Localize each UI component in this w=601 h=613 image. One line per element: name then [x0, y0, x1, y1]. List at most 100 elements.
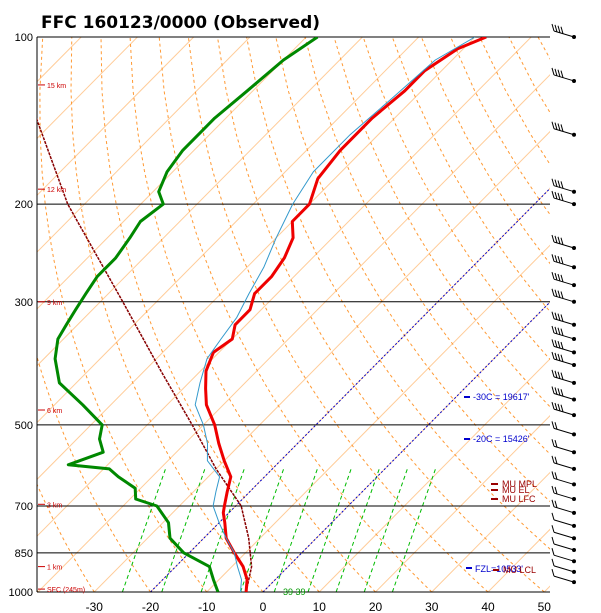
height-label: 6 km — [47, 408, 62, 415]
wind-barb-flag — [551, 401, 555, 410]
isotherm-line — [206, 244, 550, 592]
temperature-tick-label: 0 — [260, 600, 267, 613]
dry-adiabat — [420, 37, 550, 265]
height-label: 12 km — [47, 187, 66, 194]
minus30-label: -30C = 19617' — [473, 392, 530, 402]
wind-barb-staff — [553, 278, 575, 286]
wind-barb-staff — [553, 462, 575, 470]
temperature-tick-label: 30 — [425, 600, 439, 613]
isotherm-line — [37, 37, 532, 537]
wind-barb-flag — [554, 422, 558, 430]
dry-adiabat — [567, 37, 601, 592]
isotherm-line — [431, 471, 550, 592]
wind-barb-staff — [553, 393, 575, 401]
wind-barb-flag — [551, 234, 555, 243]
dry-adiabat — [391, 37, 550, 313]
wind-barb-flag — [554, 370, 558, 378]
wind-barb-flag — [551, 178, 555, 186]
wind-barb-flag — [554, 326, 558, 334]
temperature-tick-label: -30 — [86, 600, 104, 613]
mixing-ratio-line — [363, 468, 408, 592]
annotations: -30C = 19617' -20C = 15426' MU MPL MU EL… — [283, 392, 537, 597]
wind-barb-staff — [553, 260, 575, 268]
dry-adiabat — [217, 37, 545, 592]
wind-barb-staff — [553, 427, 575, 435]
wind-barb-flag — [557, 388, 561, 396]
wind-barb-flag — [551, 67, 555, 76]
pressure-tick-label: 500 — [15, 420, 33, 432]
pressure-tick-label: 1000 — [9, 587, 33, 599]
wind-barb-flag — [554, 235, 558, 244]
isotherm-line — [375, 415, 550, 592]
isotherm-line — [37, 37, 476, 481]
mu-lfc-label: MU LFC — [502, 494, 536, 504]
wind-barb-flag — [554, 122, 558, 130]
height-label: 3 km — [47, 502, 62, 509]
temperature-tick-label: 10 — [313, 600, 327, 613]
wind-barb-flag — [551, 190, 555, 199]
wind-barb-flag — [551, 512, 555, 520]
background-lines — [37, 37, 601, 592]
wind-barb-flag — [554, 387, 558, 395]
wind-barb-flag — [560, 70, 564, 78]
wind-barb-flag — [554, 312, 558, 320]
height-label: 1 km — [47, 565, 62, 572]
height-label: 15 km — [47, 83, 66, 90]
wind-barb-flag — [551, 455, 555, 464]
wind-barb-flag — [551, 499, 555, 507]
wind-barb-flag — [551, 369, 555, 378]
wind-barb-flag — [551, 311, 555, 319]
fzl-label: FZL=10533' — [475, 564, 523, 574]
dry-adiabat — [537, 37, 550, 60]
wind-barb-flag — [554, 472, 558, 480]
mixing-ratio-line — [273, 468, 318, 592]
axis-labels: 100 200 300 500 700 850 1000 -30 -20 -10 0 10 20 30 40… — [9, 32, 552, 613]
wind-barb-flag — [557, 192, 561, 201]
mu-mpl-label: MU MPL — [502, 479, 537, 489]
wind-barb-staff — [553, 295, 575, 303]
isotherm-line — [150, 187, 550, 592]
height-label: SFC (245m) — [47, 587, 85, 594]
wind-barb-flag — [560, 404, 564, 412]
wind-barb-flag — [551, 471, 555, 479]
wind-barb-flag — [551, 485, 555, 494]
isotherm-line — [37, 37, 251, 253]
pressure-tick-label: 100 — [15, 32, 33, 44]
pressure-gridlines — [36, 36, 550, 593]
wind-barb-flag — [560, 274, 564, 283]
freezing-isotherm — [262, 301, 550, 592]
wind-barb-flag — [557, 341, 561, 349]
wind-barb-staff — [553, 519, 575, 527]
mixing-ratio-line — [335, 468, 380, 592]
dry-adiabat — [39, 37, 208, 592]
wind-barb-staff — [553, 358, 575, 366]
wind-barb-flag — [560, 181, 564, 189]
wind-barb-flag — [560, 237, 564, 245]
chart-title: FFC 160123/0000 (Observed) — [41, 13, 320, 33]
wind-barb-flag — [554, 255, 558, 263]
isotherm-line — [37, 37, 307, 310]
wind-barb-flag — [554, 272, 558, 281]
isotherm-line — [37, 37, 363, 367]
wind-barb-staff — [553, 554, 575, 562]
wind-barb-staff — [553, 345, 575, 353]
wind-barb-staff — [553, 241, 575, 249]
wind-barb-staff — [553, 332, 575, 340]
mu-lcl-label: MU LCL — [503, 565, 536, 575]
mu-el-label: MU EL — [502, 485, 530, 495]
wind-barb-flag — [551, 548, 555, 556]
wind-barb-flag — [554, 68, 558, 76]
dry-adiabat — [100, 37, 320, 592]
minus20-label: -20C = 15426' — [473, 434, 530, 444]
wind-barb-flag — [557, 123, 561, 131]
wind-barb-flag — [551, 23, 555, 32]
wind-barb-flag — [554, 486, 558, 495]
wind-barb-staff — [553, 74, 575, 82]
wind-barb-flag — [557, 313, 561, 321]
wind-barb-flag — [560, 314, 564, 322]
wind-barb-flag — [554, 440, 558, 448]
wind-barb-flag — [554, 500, 558, 508]
temperature-trace — [204, 37, 487, 592]
wind-barb-flag — [551, 254, 555, 262]
isotherm-line — [37, 74, 550, 592]
